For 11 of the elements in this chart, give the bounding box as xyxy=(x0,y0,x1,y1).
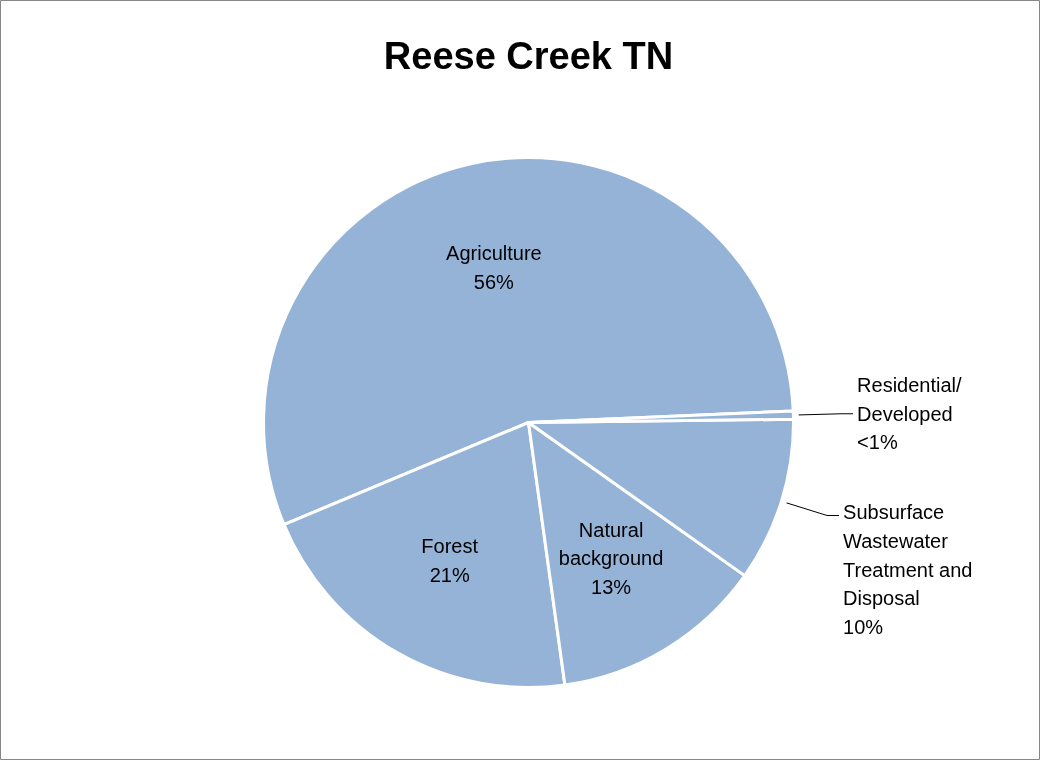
slice-label: Residential/ Developed xyxy=(857,374,963,425)
chart-title: Reese Creek TN xyxy=(383,34,674,77)
data-label: 10% xyxy=(843,615,884,638)
slice-label: Forest xyxy=(421,535,479,558)
data-label: 13% xyxy=(591,575,632,598)
slice-label: Subsurface Wastewater Treatment and Disposal xyxy=(843,501,973,610)
slice-label: Natural background xyxy=(558,518,664,570)
data-label: 56% xyxy=(473,270,515,293)
slice-label: Agriculture xyxy=(446,242,542,265)
data-label: 21% xyxy=(429,563,470,586)
data-label: <1% xyxy=(857,431,898,454)
